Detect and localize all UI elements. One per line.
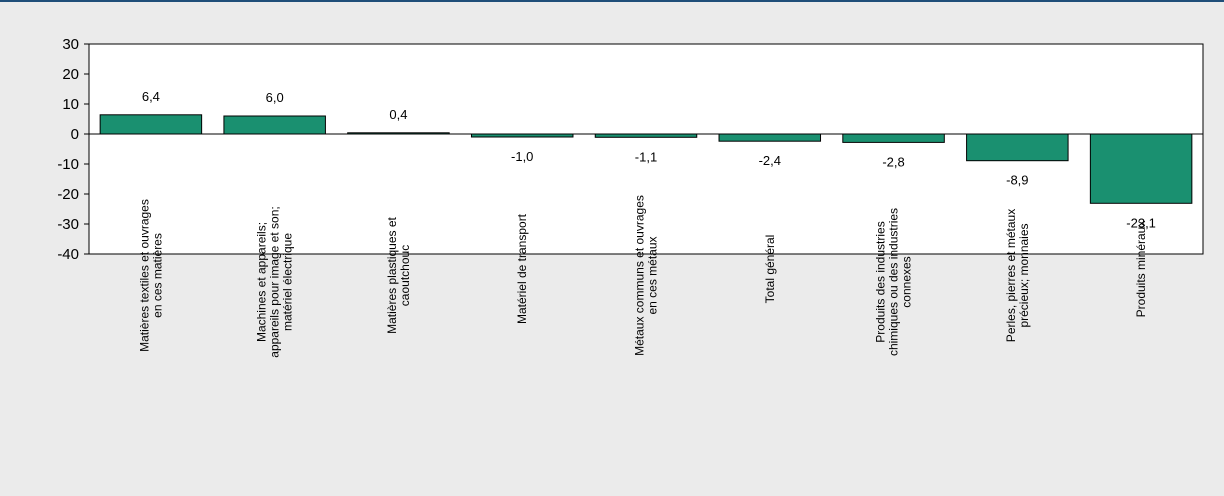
data-label: -1,1 bbox=[635, 149, 657, 164]
data-label: -2,4 bbox=[759, 153, 781, 168]
category-label-line: Total général bbox=[763, 235, 777, 304]
category-label: Machines et appareils; appareils pour ima… bbox=[255, 206, 295, 357]
category-label-line: Perles, pierres et métaux bbox=[1004, 209, 1018, 342]
category-label: Métaux communs et ouvrages en ces métaux bbox=[633, 195, 660, 356]
y-tick-label: -10 bbox=[57, 156, 79, 173]
category-label: Matériel de transport bbox=[515, 213, 529, 324]
category-label: Produits des industries chimiques ou des … bbox=[874, 208, 914, 356]
bar bbox=[718, 133, 822, 142]
category-label-line: caoutchouc bbox=[398, 245, 412, 306]
category-label-line: précieux; monnaies bbox=[1017, 223, 1031, 327]
data-label: 6,0 bbox=[266, 90, 284, 105]
bar bbox=[99, 114, 203, 135]
category-label-line: Métaux communs et ouvrages bbox=[633, 195, 647, 356]
category-label-line: Machines et appareils; bbox=[255, 222, 269, 342]
category-label: Perles, pierres et métaux précieux; monna… bbox=[1004, 209, 1031, 342]
y-axis: 30 20 10 0 -10 -20 -30 -40 bbox=[57, 36, 89, 263]
y-tick-label: 30 bbox=[62, 36, 79, 53]
data-label: 6,4 bbox=[142, 89, 160, 104]
category-label: Matières plastiques et caoutchouc bbox=[385, 216, 412, 333]
y-tick-label: 10 bbox=[62, 96, 79, 113]
category-label-line: appareils pour image et son; bbox=[268, 206, 282, 357]
category-labels: Matières textiles et ouvrages en ces mati… bbox=[137, 195, 1148, 358]
data-label: -2,8 bbox=[882, 154, 904, 169]
data-label: -8,9 bbox=[1006, 173, 1028, 188]
category-label-line: Matériel de transport bbox=[515, 213, 529, 324]
category-label-line: connexes bbox=[900, 256, 914, 307]
y-tick-label: -20 bbox=[57, 186, 79, 203]
bar bbox=[223, 115, 326, 135]
bar bbox=[842, 133, 945, 143]
category-label-line: Matières textiles et ouvrages bbox=[137, 199, 151, 352]
category-label-line: Produits des industries bbox=[874, 221, 888, 342]
data-labels: 6,4 6,0 0,4 -1,0 -1,1 -2,4 -2,8 -8,9 -23,1 bbox=[142, 89, 1156, 231]
category-label-line: matériel électrique bbox=[281, 233, 295, 331]
y-tick-label: 0 bbox=[71, 126, 79, 143]
category-label: Produits minéraux bbox=[1134, 221, 1148, 318]
bar bbox=[1089, 133, 1193, 204]
y-tick-label: -40 bbox=[57, 246, 79, 263]
category-label-line: en ces matières bbox=[150, 233, 164, 318]
category-label: Total général bbox=[763, 235, 777, 304]
category-label: Matières textiles et ouvrages en ces mati… bbox=[137, 199, 164, 352]
data-label: -1,0 bbox=[511, 149, 533, 164]
category-label-line: Produits minéraux bbox=[1134, 221, 1148, 318]
category-label-line: Matières plastiques et bbox=[385, 216, 399, 333]
category-label-line: chimiques ou des industries bbox=[887, 208, 901, 356]
data-label: 0,4 bbox=[389, 107, 407, 122]
category-label-line: en ces métaux bbox=[646, 236, 660, 314]
data-label: -23,1 bbox=[1126, 215, 1156, 230]
bar bbox=[966, 133, 1069, 162]
y-tick-label: 20 bbox=[62, 66, 79, 83]
y-tick-label: -30 bbox=[57, 216, 79, 233]
